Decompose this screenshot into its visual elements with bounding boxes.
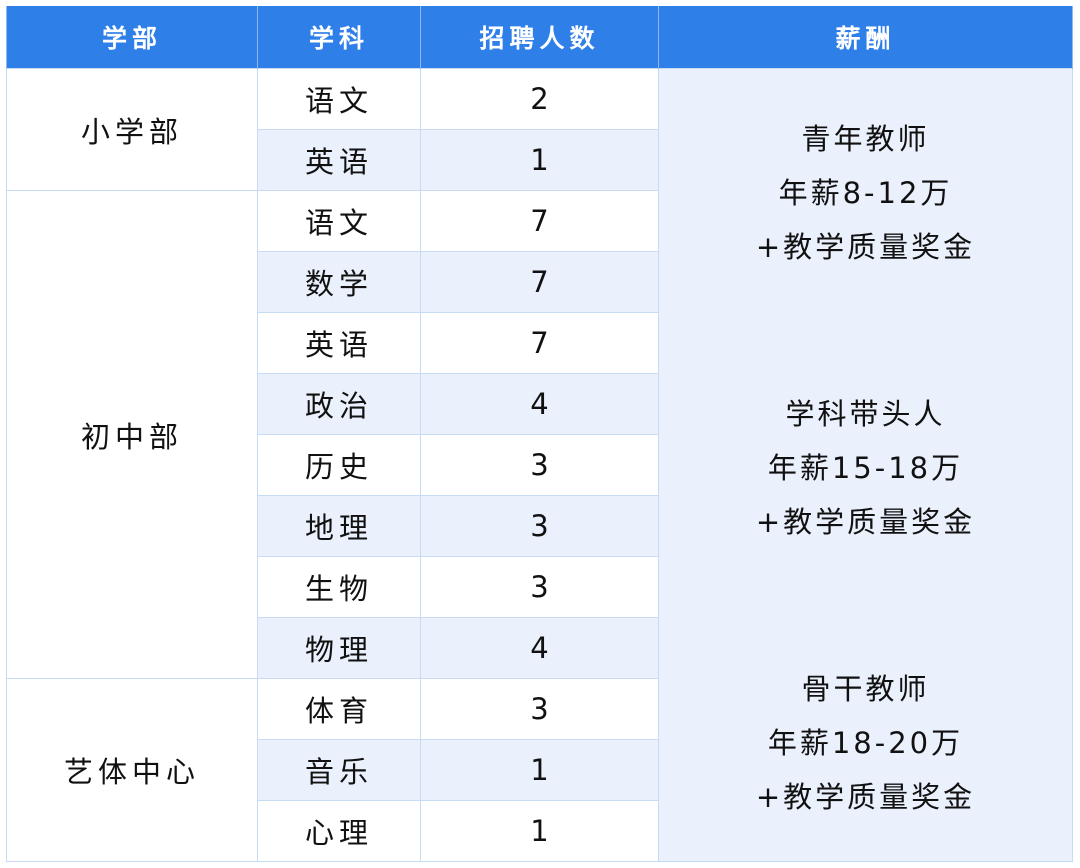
subject-cell: 音乐 <box>257 739 421 801</box>
header-count: 招聘人数 <box>420 6 659 69</box>
table-row: 心理 1 <box>7 800 1073 862</box>
subject-cell: 英语 <box>257 129 421 191</box>
table-row: 生物 3 <box>7 556 1073 618</box>
salary-bonus: +教学质量奖金 <box>755 229 976 264</box>
department-cell: 初中部 <box>6 190 258 679</box>
header-subject: 学科 <box>257 6 421 69</box>
table-row: 英语 7 <box>7 312 1073 374</box>
count-cell: 3 <box>420 434 659 496</box>
table-row: 历史 3 <box>7 434 1073 496</box>
subject-cell: 数学 <box>257 251 421 313</box>
count-cell: 7 <box>420 251 659 313</box>
subject-cell: 地理 <box>257 495 421 557</box>
table-row: 小学部 语文 2 青年教师 年薪8-12万 +教学质量奖金 学科带头人 年薪15-18万 +教学… <box>6 68 1073 862</box>
recruitment-table: 学部 学科 招聘人数 薪酬 小学部 语文 2 青年教师 年薪8-12万 +教学质量奖金 学科… <box>6 6 1073 862</box>
subject-cell: 历史 <box>257 434 421 496</box>
header-department: 学部 <box>6 6 258 69</box>
table-row: 音乐 1 <box>7 739 1073 801</box>
count-cell: 7 <box>420 190 659 252</box>
salary-title: 青年教师 <box>801 121 930 156</box>
count-cell: 7 <box>420 312 659 374</box>
subject-cell: 体育 <box>257 678 421 740</box>
salary-cell: 青年教师 年薪8-12万 +教学质量奖金 学科带头人 年薪15-18万 +教学质量奖金 骨干… <box>658 68 1073 862</box>
header-salary: 薪酬 <box>658 6 1073 69</box>
subject-cell: 英语 <box>257 312 421 374</box>
table-row: 政治 4 <box>7 373 1073 435</box>
salary-range: 年薪18-20万 <box>767 725 964 760</box>
count-cell: 3 <box>420 678 659 740</box>
subject-cell: 心理 <box>257 800 421 862</box>
salary-title: 骨干教师 <box>801 671 930 706</box>
header-row: 学部 学科 招聘人数 薪酬 <box>6 6 1073 69</box>
salary-range: 年薪15-18万 <box>767 451 964 486</box>
department-cell: 小学部 <box>6 68 258 191</box>
salary-range: 年薪8-12万 <box>778 175 953 210</box>
salary-block: 青年教师年薪8-12万 +教学质量奖金 <box>659 112 1072 274</box>
subject-cell: 语文 <box>257 68 421 130</box>
salary-bonus: +教学质量奖金 <box>755 779 976 814</box>
count-cell: 2 <box>420 68 659 130</box>
subject-cell: 政治 <box>257 373 421 435</box>
count-cell: 3 <box>420 495 659 557</box>
table-row: 物理 4 <box>7 617 1073 679</box>
count-cell: 1 <box>420 739 659 801</box>
count-cell: 1 <box>420 800 659 862</box>
table-row: 数学 7 <box>7 251 1073 313</box>
count-cell: 4 <box>420 373 659 435</box>
count-cell: 4 <box>420 617 659 679</box>
count-cell: 1 <box>420 129 659 191</box>
salary-bonus: +教学质量奖金 <box>755 505 976 540</box>
table-row: 英语 1 <box>7 129 1073 191</box>
count-cell: 3 <box>420 556 659 618</box>
salary-block: 学科带头人年薪15-18万 +教学质量奖金 <box>659 387 1072 549</box>
salary-title: 学科带头人 <box>785 397 946 432</box>
salary-block: 骨干教师年薪18-20万 +教学质量奖金 <box>659 662 1072 824</box>
table-row: 地理 3 <box>7 495 1073 557</box>
table-row: 艺体中心 体育 3 <box>6 678 1073 862</box>
subject-cell: 物理 <box>257 617 421 679</box>
subject-cell: 语文 <box>257 190 421 252</box>
subject-cell: 生物 <box>257 556 421 618</box>
department-cell: 艺体中心 <box>6 678 258 862</box>
